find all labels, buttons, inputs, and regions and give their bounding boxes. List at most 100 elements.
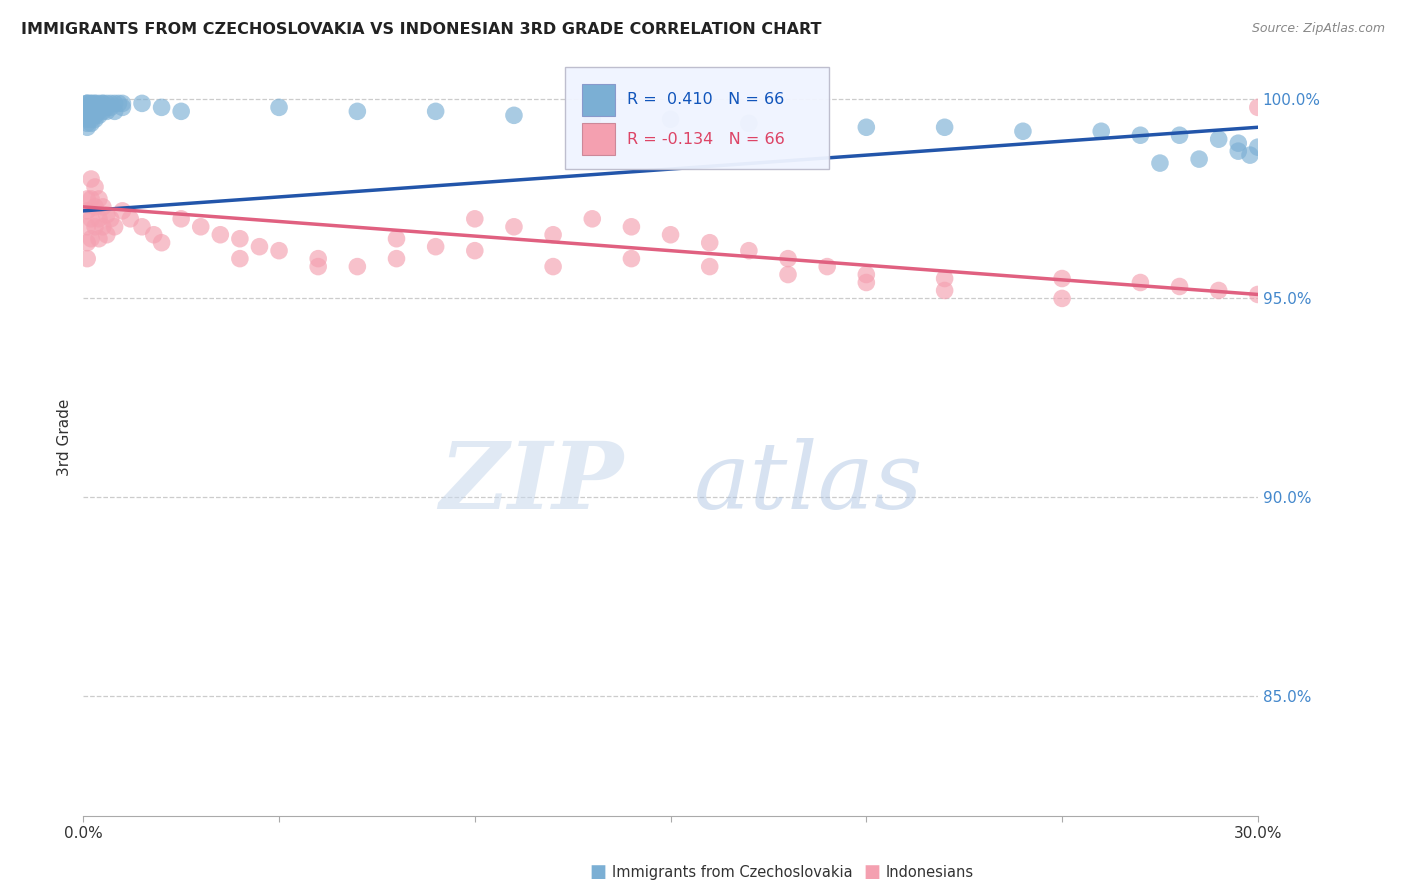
Point bbox=[776, 268, 799, 282]
Point bbox=[855, 276, 877, 290]
Point bbox=[104, 104, 127, 119]
Point bbox=[107, 96, 129, 111]
Point bbox=[91, 104, 114, 119]
Point bbox=[80, 232, 103, 246]
Point bbox=[80, 100, 103, 114]
Point bbox=[84, 100, 107, 114]
Point bbox=[1050, 271, 1073, 285]
Point bbox=[1188, 152, 1211, 166]
Point bbox=[80, 100, 103, 114]
Point bbox=[1247, 140, 1270, 154]
Point bbox=[111, 96, 134, 111]
Point bbox=[84, 96, 107, 111]
Point bbox=[346, 260, 368, 274]
Point bbox=[87, 108, 110, 122]
Point bbox=[1247, 287, 1270, 301]
Text: ■: ■ bbox=[589, 863, 606, 881]
Point bbox=[267, 244, 290, 258]
Point bbox=[96, 96, 118, 111]
Point bbox=[307, 260, 329, 274]
Point bbox=[307, 252, 329, 266]
Point bbox=[120, 211, 142, 226]
Point bbox=[1247, 100, 1270, 114]
Point bbox=[100, 100, 122, 114]
Point bbox=[190, 219, 212, 234]
Point bbox=[76, 96, 98, 111]
Point bbox=[96, 227, 118, 242]
Point bbox=[100, 96, 122, 111]
Point bbox=[699, 260, 721, 274]
Point bbox=[87, 104, 110, 119]
Point bbox=[87, 100, 110, 114]
Point bbox=[503, 108, 526, 122]
Point bbox=[96, 100, 118, 114]
Point bbox=[76, 112, 98, 127]
Point bbox=[80, 96, 103, 111]
Point bbox=[96, 208, 118, 222]
Point bbox=[815, 260, 838, 274]
Point bbox=[385, 232, 408, 246]
Point bbox=[346, 104, 368, 119]
Point bbox=[84, 180, 107, 194]
Point bbox=[76, 120, 98, 135]
Point bbox=[80, 172, 103, 186]
Point bbox=[87, 211, 110, 226]
Point bbox=[87, 96, 110, 111]
Point bbox=[267, 100, 290, 114]
Point bbox=[84, 219, 107, 234]
Text: Indonesians: Indonesians bbox=[886, 865, 974, 880]
Point bbox=[934, 284, 956, 298]
Point bbox=[76, 100, 98, 114]
Point bbox=[111, 100, 134, 114]
Point bbox=[541, 227, 564, 242]
Point bbox=[80, 96, 103, 111]
Point bbox=[1050, 292, 1073, 306]
Point bbox=[76, 219, 98, 234]
Point bbox=[229, 232, 252, 246]
Point bbox=[659, 227, 682, 242]
Point bbox=[699, 235, 721, 250]
Text: ■: ■ bbox=[863, 863, 880, 881]
Point bbox=[776, 252, 799, 266]
Point bbox=[581, 112, 603, 127]
Point bbox=[84, 96, 107, 111]
Point bbox=[229, 252, 252, 266]
Point bbox=[855, 120, 877, 135]
Point bbox=[170, 104, 193, 119]
Point bbox=[1129, 128, 1152, 143]
Point bbox=[76, 96, 98, 111]
Point bbox=[464, 211, 486, 226]
Point bbox=[76, 252, 98, 266]
Point bbox=[76, 100, 98, 114]
Point bbox=[249, 240, 271, 254]
Point bbox=[620, 252, 643, 266]
Point bbox=[541, 260, 564, 274]
Point bbox=[385, 252, 408, 266]
Point bbox=[1090, 124, 1112, 138]
Point bbox=[84, 104, 107, 119]
Point bbox=[150, 235, 173, 250]
Point bbox=[91, 219, 114, 234]
Point bbox=[76, 108, 98, 122]
Point bbox=[738, 116, 761, 130]
Point bbox=[84, 108, 107, 122]
Point bbox=[91, 96, 114, 111]
FancyBboxPatch shape bbox=[565, 67, 830, 169]
Point bbox=[150, 100, 173, 114]
Point bbox=[80, 112, 103, 127]
Point bbox=[84, 200, 107, 214]
Text: ZIP: ZIP bbox=[439, 438, 624, 528]
Point bbox=[131, 96, 153, 111]
Point bbox=[425, 240, 447, 254]
Point bbox=[76, 203, 98, 218]
Text: IMMIGRANTS FROM CZECHOSLOVAKIA VS INDONESIAN 3RD GRADE CORRELATION CHART: IMMIGRANTS FROM CZECHOSLOVAKIA VS INDONE… bbox=[21, 22, 821, 37]
Point bbox=[1208, 132, 1230, 146]
Text: Immigrants from Czechoslovakia: Immigrants from Czechoslovakia bbox=[612, 865, 852, 880]
Point bbox=[87, 192, 110, 206]
Point bbox=[104, 96, 127, 111]
Point bbox=[855, 268, 877, 282]
Point bbox=[84, 112, 107, 127]
Point bbox=[111, 203, 134, 218]
Point bbox=[76, 235, 98, 250]
Point bbox=[91, 96, 114, 111]
